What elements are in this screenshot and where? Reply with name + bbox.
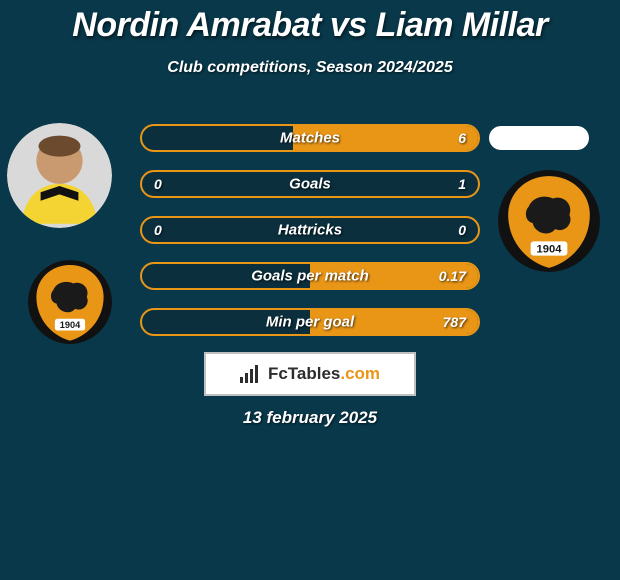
stat-row: Goals per match0.17: [140, 262, 480, 290]
site-name: FcTables.com: [268, 364, 380, 384]
stat-label: Hattricks: [142, 222, 478, 239]
player-left-club-badge: 1904: [28, 260, 112, 344]
club-badge-icon: 1904: [28, 260, 112, 344]
stat-row: 0Goals1: [140, 170, 480, 198]
page-subtitle: Club competitions, Season 2024/2025: [0, 59, 620, 77]
stats-panel: Matches60Goals10Hattricks0Goals per matc…: [140, 124, 480, 354]
player-right-flag: [489, 126, 589, 150]
stat-label: Goals per match: [142, 268, 478, 285]
site-suffix: .com: [340, 364, 380, 383]
stat-value-right: 0.17: [439, 268, 466, 284]
stat-value-right: 0: [458, 222, 466, 238]
stat-label: Goals: [142, 176, 478, 193]
stat-row: 0Hattricks0: [140, 216, 480, 244]
stat-value-right: 6: [458, 130, 466, 146]
site-prefix: FcTables: [268, 364, 340, 383]
comparison-date: 13 february 2025: [0, 408, 620, 428]
chart-icon: [240, 365, 262, 383]
stat-label: Min per goal: [142, 314, 478, 331]
club-badge-icon: 1904: [498, 170, 600, 272]
svg-text:1904: 1904: [60, 320, 81, 330]
player-right-club-badge: 1904: [498, 170, 600, 272]
stat-value-right: 1: [458, 176, 466, 192]
page-title: Nordin Amrabat vs Liam Millar: [0, 0, 620, 45]
stat-row: Matches6: [140, 124, 480, 152]
svg-text:1904: 1904: [537, 244, 563, 256]
source-site-badge: FcTables.com: [204, 352, 416, 396]
stat-label: Matches: [142, 130, 478, 147]
player-left-avatar: [7, 123, 112, 228]
stat-value-right: 787: [443, 314, 466, 330]
avatar-illustration: [7, 123, 112, 228]
stat-row: Min per goal787: [140, 308, 480, 336]
comparison-card: Nordin Amrabat vs Liam Millar Club compe…: [0, 0, 620, 580]
